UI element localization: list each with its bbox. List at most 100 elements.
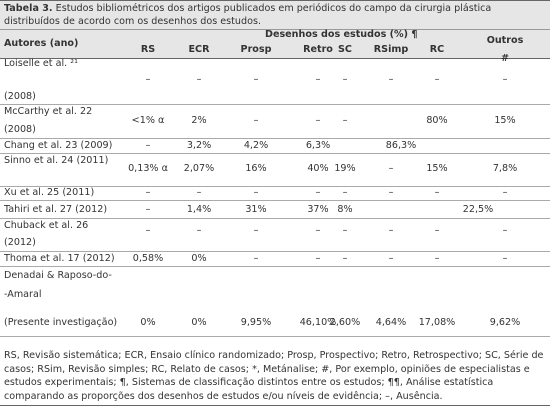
column-header: RS — [140, 44, 156, 55]
column-header: Outros # — [486, 35, 524, 64]
value-cell: – — [502, 225, 508, 236]
value-cell: – — [342, 115, 348, 126]
value-cell: 15% — [494, 115, 516, 126]
value-cell: 8% — [337, 204, 353, 215]
author-header: Autores (ano) — [4, 38, 79, 49]
value-cell: – — [434, 187, 440, 198]
value-cell: – — [253, 115, 259, 126]
value-cell: <1% α — [131, 115, 165, 126]
value-cell: 19% — [334, 163, 356, 174]
value-cell: – — [145, 140, 151, 151]
value-cell: – — [196, 187, 202, 198]
author: (Presente investigação) — [4, 317, 118, 328]
value-cell: 2% — [191, 115, 207, 126]
value-cell: – — [388, 187, 394, 198]
value-cell: – — [502, 74, 508, 85]
value-cell: 9,62% — [489, 317, 521, 328]
value-cell: 40% — [307, 163, 329, 174]
author: McCarthy et al. 22 — [4, 106, 93, 117]
author: (2012) — [4, 237, 36, 248]
value-cell: – — [388, 253, 394, 264]
rule — [0, 29, 550, 30]
row-rule — [0, 153, 550, 154]
value-cell: 16% — [245, 163, 267, 174]
value-cell: 3,2% — [186, 140, 212, 151]
rule — [0, 0, 550, 1]
value-cell: – — [434, 74, 440, 85]
value-cell: 4,64% — [375, 317, 407, 328]
row-rule — [0, 218, 550, 219]
row-rule — [0, 138, 550, 139]
value-cell: – — [315, 187, 321, 198]
column-header: Retro — [303, 44, 333, 55]
author: Chang et al. 23 (2009) — [4, 140, 113, 151]
value-cell: – — [196, 225, 202, 236]
column-header: RC — [429, 44, 445, 55]
value-cell: – — [342, 187, 348, 198]
value-cell: – — [253, 187, 259, 198]
value-cell: 0% — [191, 317, 207, 328]
author: Tahiri et al. 27 (2012) — [4, 204, 108, 215]
group-header: Desenhos dos estudos (%) ¶ — [265, 29, 418, 40]
author: Loiselle et al. ²¹ — [4, 58, 78, 69]
value-cell: – — [253, 253, 259, 264]
value-cell: 37% — [307, 204, 329, 215]
value-cell: – — [342, 253, 348, 264]
value-cell: – — [315, 225, 321, 236]
value-cell: – — [196, 74, 202, 85]
column-header: Prosp — [240, 44, 272, 55]
value-cell: – — [145, 74, 151, 85]
value-cell: 0,58% — [132, 253, 164, 264]
value-cell: – — [388, 74, 394, 85]
value-cell: – — [145, 204, 151, 215]
value-cell: 4,2% — [243, 140, 269, 151]
value-cell: 7,8% — [492, 163, 518, 174]
value-cell: 15% — [426, 163, 448, 174]
value-cell: – — [502, 253, 508, 264]
value-cell: 46,10% — [299, 317, 337, 328]
author: Chuback et al. 26 — [4, 220, 89, 231]
value-cell: – — [434, 253, 440, 264]
value-cell: – — [145, 187, 151, 198]
author: (2008) — [4, 91, 36, 102]
value-cell: 0% — [140, 317, 156, 328]
value-cell: 22,5% — [462, 204, 494, 215]
column-header: RSimp — [373, 44, 409, 55]
value-cell: – — [253, 225, 259, 236]
footnote: RS, Revisão sistemática; ECR, Ensaio clí… — [4, 350, 544, 402]
value-cell: 0% — [191, 253, 207, 264]
author: Denadai & Raposo-do- — [4, 270, 112, 281]
value-cell: 31% — [245, 204, 267, 215]
value-cell: – — [342, 74, 348, 85]
value-cell: 1,4% — [186, 204, 212, 215]
value-cell: – — [388, 163, 394, 174]
author: Sinno et al. 24 (2011) — [4, 155, 109, 166]
row-rule — [0, 251, 550, 252]
value-cell: 2,07% — [183, 163, 215, 174]
value-cell: – — [502, 187, 508, 198]
caption: Tabela 3. Estudos bibliométricos dos art… — [4, 2, 544, 28]
value-cell: 6,3% — [305, 140, 331, 151]
value-cell: – — [253, 74, 259, 85]
rule — [0, 58, 550, 59]
value-cell: – — [342, 225, 348, 236]
row-rule — [0, 336, 550, 337]
author: Xu et al. 25 (2011) — [4, 187, 95, 198]
caption-label: Tabela 3. — [4, 3, 53, 14]
value-cell: – — [434, 225, 440, 236]
value-cell: – — [388, 225, 394, 236]
caption-text: Estudos bibliométricos dos artigos publi… — [4, 3, 492, 27]
value-cell: – — [315, 253, 321, 264]
value-cell: 9,95% — [240, 317, 272, 328]
value-cell: 80% — [426, 115, 448, 126]
column-header: ECR — [188, 44, 210, 55]
value-cell: – — [315, 115, 321, 126]
author: -Amaral — [4, 289, 42, 300]
row-rule — [0, 186, 550, 187]
value-cell: – — [315, 74, 321, 85]
row-rule — [0, 200, 550, 201]
value-cell: – — [145, 225, 151, 236]
author: Thoma et al. 17 (2012) — [4, 253, 115, 264]
value-cell: 2,60% — [329, 317, 361, 328]
